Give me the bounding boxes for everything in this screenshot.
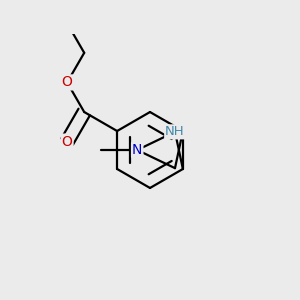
Text: O: O xyxy=(62,135,73,148)
Text: O: O xyxy=(62,75,73,89)
Text: N: N xyxy=(132,143,142,157)
Text: NH: NH xyxy=(165,125,185,138)
